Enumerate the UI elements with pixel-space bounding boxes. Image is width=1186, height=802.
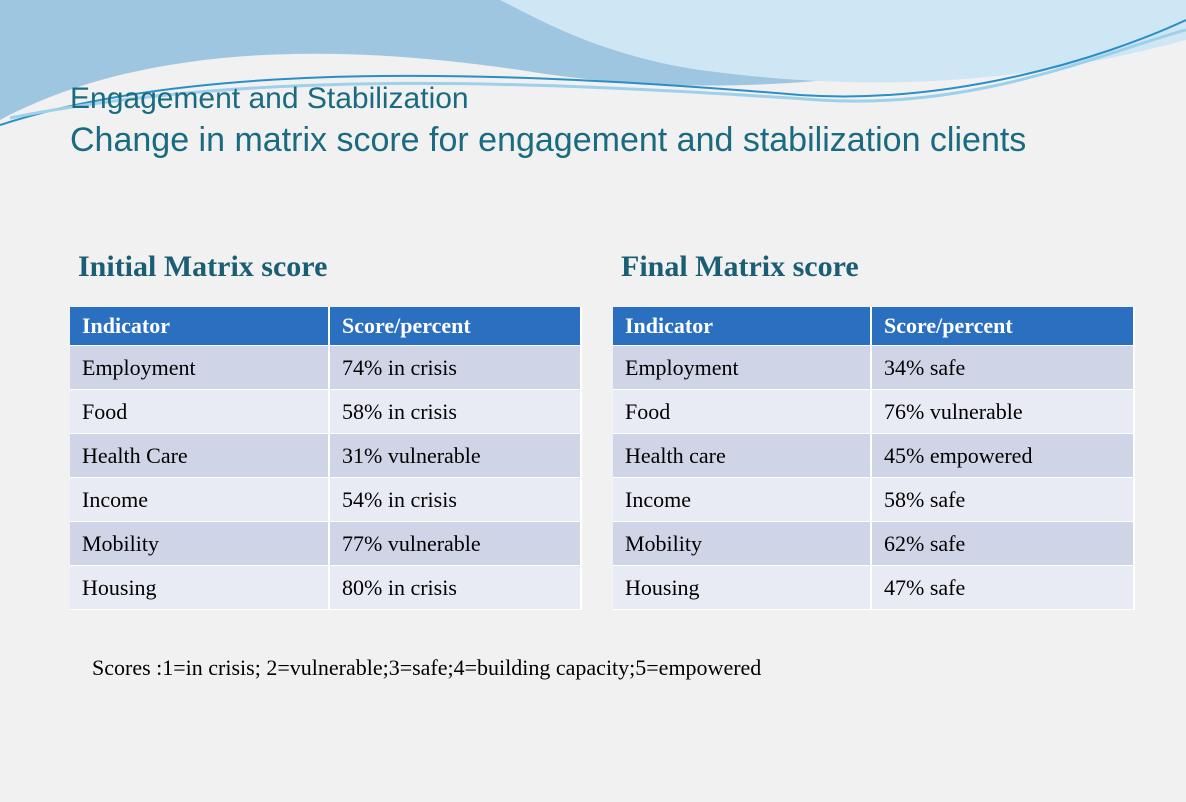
table-row: Food 76% vulnerable bbox=[613, 389, 1135, 434]
title-block: Engagement and Stabilization Change in m… bbox=[70, 80, 1130, 163]
table-block: Initial Matrix score Indicator Score/perce… bbox=[70, 245, 582, 610]
table-row: Food 58% in crisis bbox=[70, 389, 582, 434]
table-cell: Food bbox=[70, 389, 330, 434]
table-cell: 31% vulnerable bbox=[329, 433, 582, 478]
table-cell: 58% in crisis bbox=[329, 389, 582, 434]
table-cell: 80% in crisis bbox=[329, 565, 582, 610]
table-cell: 62% safe bbox=[871, 521, 1135, 566]
table-heading: Initial Matrix score bbox=[78, 250, 328, 283]
header-row: Indicator Score/percent bbox=[70, 307, 582, 346]
table-cell: Housing bbox=[70, 565, 330, 610]
header-row: Indicator Score/percent bbox=[613, 307, 1135, 346]
table-cell: 74% in crisis bbox=[329, 345, 582, 390]
table-row: Health Care 31% vulnerable bbox=[70, 433, 582, 478]
table-row: Health care 45% empowered bbox=[613, 433, 1135, 478]
table-row: Mobility 62% safe bbox=[613, 521, 1135, 566]
table-row: Employment 74% in crisis bbox=[70, 345, 582, 390]
table: Indicator Score/percent Employment 74% in c… bbox=[70, 307, 582, 610]
subtitle: Change in matrix score for engagement an… bbox=[70, 121, 1027, 159]
table: Indicator Score/percent Employment 34% safe… bbox=[613, 307, 1135, 610]
table-cell: 76% vulnerable bbox=[871, 389, 1135, 434]
table-cell: Housing bbox=[613, 565, 872, 610]
table-row: Housing 47% safe bbox=[613, 565, 1135, 610]
header-cell: Score/percent bbox=[329, 307, 582, 346]
table-row: Housing 80% in crisis bbox=[70, 565, 582, 610]
wave-decoration bbox=[0, 0, 1186, 126]
table-cell: Mobility bbox=[613, 521, 872, 566]
table-heading: Final Matrix score bbox=[621, 250, 859, 283]
table-cell: Employment bbox=[70, 345, 330, 390]
table-cell: 58% safe bbox=[871, 477, 1135, 522]
table-cell: 47% safe bbox=[871, 565, 1135, 610]
table-cell: Health Care bbox=[70, 433, 330, 478]
table-row: Mobility 77% vulnerable bbox=[70, 521, 582, 566]
table-cell: 54% in crisis bbox=[329, 477, 582, 522]
table-cell: Health care bbox=[613, 433, 872, 478]
header-cell: Score/percent bbox=[871, 307, 1135, 346]
header-cell: Indicator bbox=[70, 307, 330, 346]
table-cell: Income bbox=[613, 477, 872, 522]
table-cell: 34% safe bbox=[871, 345, 1135, 390]
table-cell: Employment bbox=[613, 345, 872, 390]
table-cell: Food bbox=[613, 389, 872, 434]
header-cell: Indicator bbox=[613, 307, 872, 346]
table-block: Final Matrix score Indicator Score/percent… bbox=[613, 245, 1135, 610]
table-cell: 45% empowered bbox=[871, 433, 1135, 478]
table-cell: 77% vulnerable bbox=[329, 521, 582, 566]
title: Engagement and Stabilization bbox=[70, 82, 469, 115]
table-row: Income 54% in crisis bbox=[70, 477, 582, 522]
table-cell: Mobility bbox=[70, 521, 330, 566]
table-row: Employment 34% safe bbox=[613, 345, 1135, 390]
footnote: Scores :1=in crisis; 2=vulnerable;3=safe… bbox=[92, 655, 762, 680]
table-row: Income 58% safe bbox=[613, 477, 1135, 522]
table-cell: Income bbox=[70, 477, 330, 522]
